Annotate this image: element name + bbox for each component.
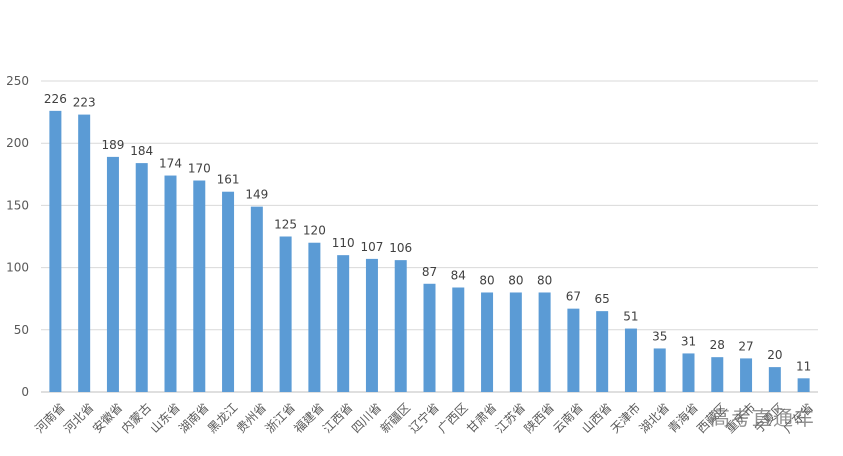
category-label: 黑龙江	[205, 400, 240, 435]
bar	[394, 260, 407, 392]
data-label: 11	[796, 359, 811, 373]
bar	[135, 163, 148, 392]
category-label: 辽宁省	[406, 400, 442, 436]
category-label: 福建省	[291, 400, 327, 436]
data-label: 28	[710, 338, 725, 352]
category-label: 青海省	[665, 400, 701, 436]
y-tick-label: 50	[14, 323, 29, 337]
category-label: 江西省	[320, 400, 355, 435]
data-label: 170	[188, 162, 211, 176]
category-label: 贵州省	[234, 400, 269, 435]
data-label: 110	[332, 236, 355, 250]
bar	[423, 283, 436, 392]
category-label: 云南省	[550, 400, 586, 436]
category-label: 陕西省	[521, 400, 557, 436]
bar	[653, 348, 666, 392]
x-axis-categories: 河南省河北省安徽省内蒙古山东省湖南省黑龙江贵州省浙江省福建省江西省四川省新疆区辽…	[32, 400, 816, 436]
category-label: 湖南省	[176, 400, 212, 436]
data-label: 35	[652, 329, 667, 343]
data-label: 184	[130, 144, 153, 158]
data-label: 120	[303, 224, 326, 238]
bar	[308, 242, 321, 392]
category-label: 河南省	[32, 400, 68, 436]
bar	[740, 358, 753, 392]
y-tick-label: 150	[6, 198, 29, 212]
category-label: 四川省	[349, 400, 384, 435]
category-label: 湖北省	[636, 400, 672, 436]
data-label: 107	[360, 240, 383, 254]
bar	[365, 258, 378, 392]
category-label: 甘肃省	[464, 400, 499, 435]
data-label: 223	[73, 96, 96, 110]
y-tick-label: 250	[6, 74, 29, 88]
category-label: 安徽省	[89, 400, 125, 436]
category-label: 新疆区	[377, 400, 413, 436]
bar	[538, 292, 551, 392]
category-label: 天津市	[607, 400, 643, 436]
data-label: 80	[537, 273, 552, 287]
y-axis-ticks: 0 50 100 150 200 250	[6, 74, 29, 399]
data-label: 106	[389, 241, 412, 255]
category-label: 河北省	[61, 400, 96, 435]
data-label: 87	[422, 265, 437, 279]
data-label: 65	[595, 292, 610, 306]
bar	[509, 292, 522, 392]
data-label: 189	[101, 138, 124, 152]
data-label: 149	[245, 188, 268, 202]
data-label: 31	[681, 334, 696, 348]
data-label: 20	[767, 348, 782, 362]
category-label: 浙江省	[263, 400, 298, 435]
data-label: 67	[566, 290, 581, 304]
data-label: 51	[623, 310, 638, 324]
category-label: 山西省	[579, 400, 614, 435]
bar	[624, 328, 637, 392]
bar	[164, 175, 177, 392]
bar	[481, 292, 494, 392]
bar	[250, 206, 263, 392]
y-tick-label: 0	[21, 385, 29, 399]
bar	[49, 110, 62, 392]
data-label: 80	[508, 273, 523, 287]
bar	[768, 367, 781, 392]
bar	[596, 311, 609, 392]
data-label: 84	[451, 269, 466, 283]
data-label: 226	[44, 92, 67, 106]
bar	[193, 180, 206, 392]
category-label: 山东省	[147, 400, 182, 435]
data-label: 161	[217, 173, 240, 187]
bar	[567, 308, 580, 392]
bar	[682, 353, 695, 392]
category-label: 内蒙古	[118, 400, 154, 436]
data-label: 174	[159, 157, 182, 171]
bar	[279, 236, 292, 392]
bar	[797, 378, 810, 392]
y-tick-label: 200	[6, 136, 29, 150]
bars	[49, 110, 810, 392]
bar	[452, 287, 465, 392]
data-label: 125	[274, 218, 297, 232]
bar	[222, 191, 235, 392]
y-tick-label: 100	[6, 261, 29, 275]
bar	[106, 156, 119, 392]
data-labels: 226 223 189 184 174 170 161 149 125 120 110 107 106 8…	[44, 92, 811, 373]
watermark-text: 高考直通车	[710, 406, 815, 430]
category-label: 广西区	[435, 400, 470, 435]
data-label: 27	[738, 339, 753, 353]
data-label: 80	[479, 273, 494, 287]
category-label: 江苏省	[493, 400, 528, 435]
bar	[78, 114, 91, 392]
bar	[337, 255, 350, 392]
bar	[711, 357, 724, 392]
